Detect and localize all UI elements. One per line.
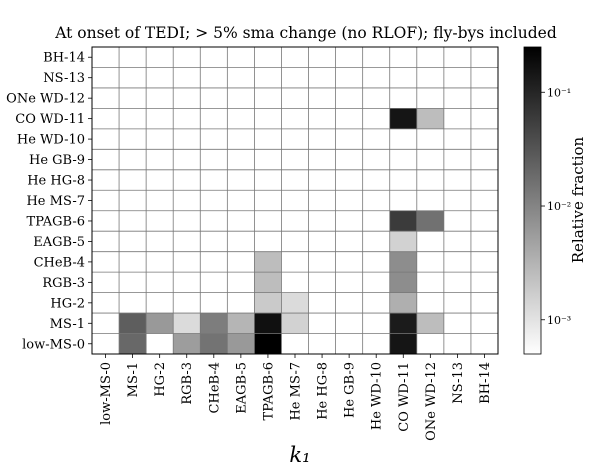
y-tick-label: He WD-10 bbox=[17, 133, 85, 148]
colorbar-tick-label: 10⁻³ bbox=[547, 314, 571, 327]
heatmap-cell bbox=[416, 108, 444, 129]
x-tick-label: BH-14 bbox=[478, 362, 493, 404]
heatmap-cell bbox=[119, 313, 147, 334]
heatmap-cells bbox=[119, 108, 444, 354]
heatmap-cell bbox=[254, 333, 282, 354]
heatmap-cell bbox=[389, 313, 417, 334]
y-tick-label: TPAGB-6 bbox=[27, 214, 85, 229]
x-tick-label: NS-13 bbox=[451, 362, 466, 404]
y-tick-label: He GB-9 bbox=[29, 153, 85, 168]
y-tick-label: NS-13 bbox=[43, 71, 85, 86]
heatmap-cell bbox=[281, 292, 309, 314]
heatmap-cell bbox=[254, 313, 282, 334]
x-tick-label: EAGB-5 bbox=[234, 362, 249, 414]
x-tick-label: TPAGB-6 bbox=[261, 362, 276, 420]
heatmap-cell bbox=[146, 313, 174, 334]
heatmap-cell bbox=[416, 210, 444, 232]
y-tick-label: BH-14 bbox=[43, 51, 85, 66]
x-tick-label: CHeB-4 bbox=[207, 362, 222, 413]
heatmap-cell bbox=[389, 231, 417, 252]
x-axis-label: k₁ bbox=[289, 443, 310, 467]
y-tick-label: RGB-3 bbox=[42, 276, 85, 291]
colorbar-ticks: 10⁻¹ 10⁻² 10⁻³ bbox=[541, 86, 571, 327]
y-tick-label: HG-2 bbox=[50, 296, 85, 311]
x-tick-labels: low-MS-0 MS-1 HG-2 RGB-3 CHeB-4 EAGB-5 TPAGB-6… bbox=[99, 354, 493, 441]
heatmap-cell bbox=[389, 333, 417, 354]
heatmap-cell bbox=[227, 313, 255, 334]
y-tick-labels: BH-14 NS-13 ONe WD-12 CO WD-11 He WD-10 He GB… bbox=[6, 51, 92, 352]
y-tick-label: CO WD-11 bbox=[15, 112, 85, 127]
y-tick-label: He HG-8 bbox=[27, 174, 85, 189]
heatmap-cell bbox=[119, 333, 147, 354]
y-tick-label: low-MS-0 bbox=[22, 337, 85, 352]
heatmap-cell bbox=[389, 272, 417, 293]
x-tick-label: HG-2 bbox=[153, 362, 168, 397]
heatmap-cell bbox=[254, 251, 282, 273]
heatmap-cell bbox=[254, 292, 282, 314]
heatmap-cell bbox=[389, 108, 417, 129]
x-tick-label: He HG-8 bbox=[316, 362, 331, 420]
y-tick-label: He MS-7 bbox=[26, 194, 85, 209]
x-tick-label: He MS-7 bbox=[289, 362, 304, 421]
x-tick-label: low-MS-0 bbox=[99, 362, 114, 425]
chart-title: At onset of TEDI; > 5% sma change (no RL… bbox=[54, 24, 557, 42]
colorbar-label: Relative fraction bbox=[569, 136, 587, 263]
y-tick-label: EAGB-5 bbox=[33, 235, 85, 250]
x-tick-label: ONe WD-12 bbox=[424, 362, 439, 441]
heatmap-cell bbox=[173, 313, 201, 334]
heatmap-grid bbox=[91, 46, 499, 355]
x-tick-label: RGB-3 bbox=[180, 362, 195, 405]
heatmap-cell bbox=[281, 313, 309, 334]
x-tick-label: He GB-9 bbox=[343, 362, 358, 418]
heatmap-cell bbox=[227, 333, 255, 354]
heatmap-cell bbox=[389, 210, 417, 232]
x-tick-label: MS-1 bbox=[126, 362, 141, 397]
y-tick-label: ONe WD-12 bbox=[6, 92, 85, 107]
y-tick-label: CHeB-4 bbox=[34, 255, 85, 270]
colorbar bbox=[523, 46, 542, 355]
x-tick-label: CO WD-11 bbox=[397, 362, 412, 432]
y-tick-label: MS-1 bbox=[50, 317, 85, 332]
heatmap-cell bbox=[173, 333, 201, 354]
colorbar-tick-label: 10⁻² bbox=[547, 200, 571, 213]
heatmap-cell bbox=[416, 313, 444, 334]
heatmap-cell bbox=[254, 272, 282, 293]
heatmap-cell bbox=[200, 313, 228, 334]
colorbar-tick-label: 10⁻¹ bbox=[547, 86, 571, 99]
x-tick-label: He WD-10 bbox=[370, 362, 385, 430]
heatmap-cell bbox=[200, 333, 228, 354]
heatmap-cell bbox=[389, 292, 417, 314]
heatmap-cell bbox=[389, 251, 417, 273]
